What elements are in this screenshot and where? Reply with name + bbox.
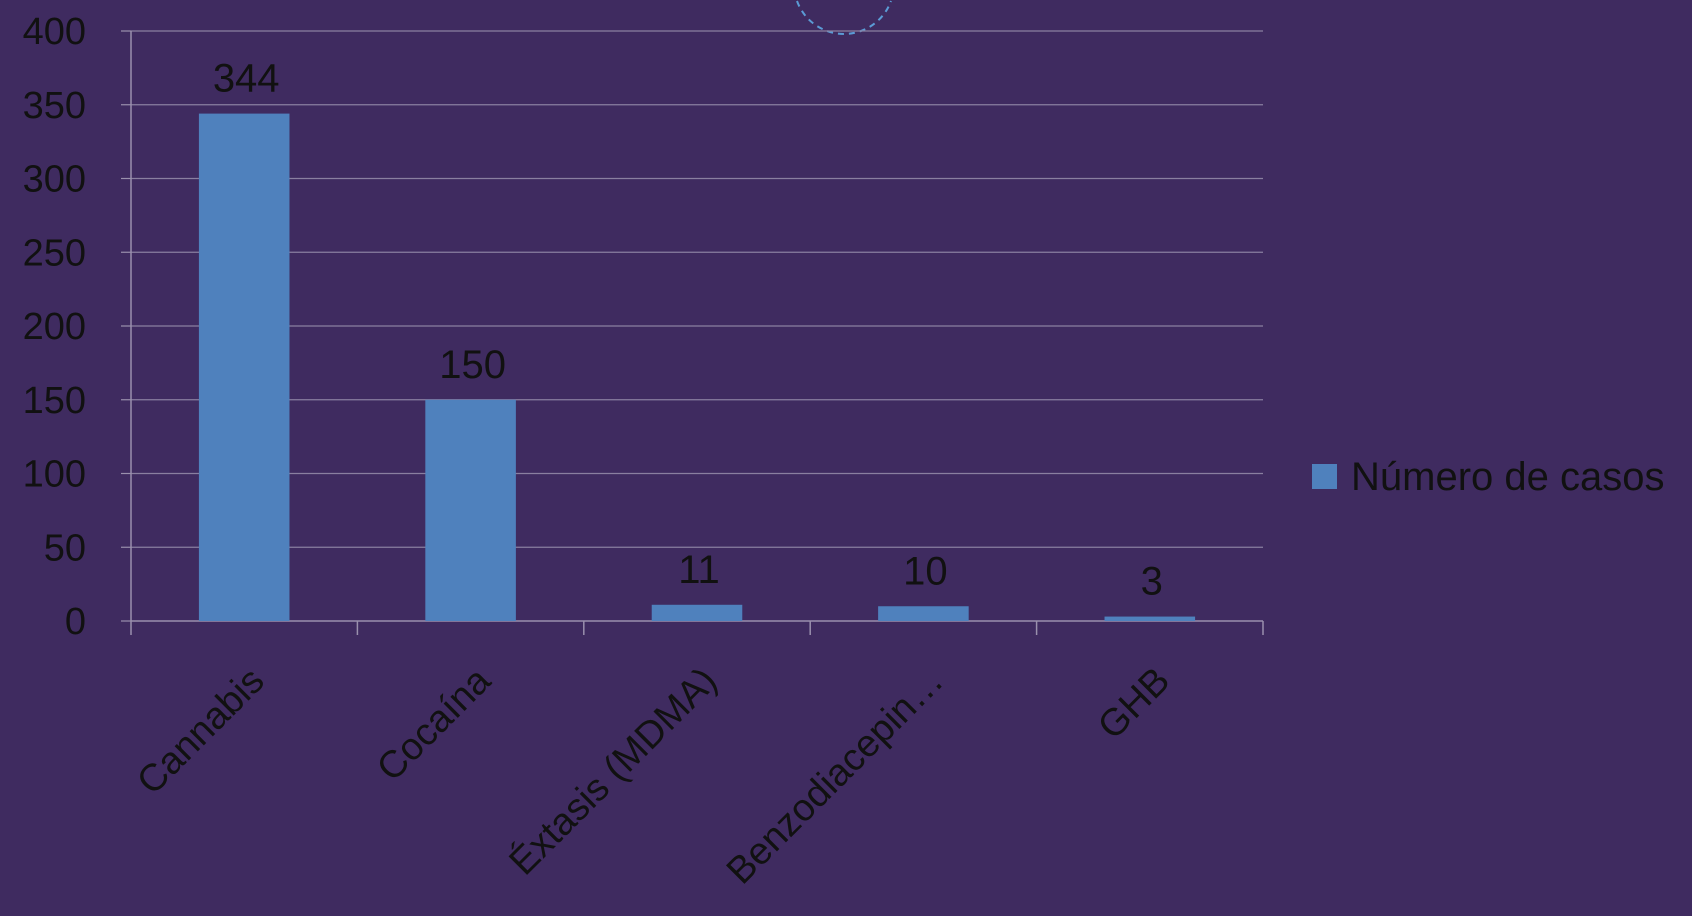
gridlines xyxy=(131,30,1263,548)
legend-swatch xyxy=(1312,464,1337,489)
data-labels: 344 150 11 10 3 xyxy=(213,57,1163,604)
bar xyxy=(1104,616,1196,621)
data-label: 344 xyxy=(213,57,280,101)
y-tick-label: 400 xyxy=(23,11,86,53)
x-tick-label: GHB xyxy=(1090,660,1178,748)
bar xyxy=(651,604,743,621)
data-label: 11 xyxy=(678,548,720,592)
y-tick-label: 350 xyxy=(23,85,86,127)
y-tick-label: 300 xyxy=(23,159,86,201)
decorative-dashed-arc xyxy=(796,0,892,35)
y-tick-label: 250 xyxy=(23,232,86,274)
data-label: 3 xyxy=(1141,560,1163,604)
legend-label: Número de casos xyxy=(1351,455,1664,499)
x-tick-label: Benzodiacepin… xyxy=(719,660,952,893)
bar xyxy=(198,113,290,621)
y-tick-label: 50 xyxy=(44,527,86,569)
x-tick-labels: Cannabis Cocaína Éxtasis (MDMA)Benzodiacep… xyxy=(129,659,1178,893)
data-label: 10 xyxy=(903,549,948,593)
y-tick-label: 200 xyxy=(23,306,86,348)
x-tick-label: Cannabis xyxy=(129,660,272,803)
y-tick-label: 100 xyxy=(23,454,86,496)
bar xyxy=(425,399,516,621)
bar xyxy=(878,606,969,621)
x-tick-label: Cocaína xyxy=(369,659,499,789)
x-tick-label: Éxtasis (MDMA) xyxy=(501,659,725,883)
y-tick-label: 150 xyxy=(23,380,86,422)
bars xyxy=(198,113,1196,621)
y-tick-label: 0 xyxy=(65,601,86,643)
axes xyxy=(121,30,1264,635)
data-label: 150 xyxy=(439,343,506,387)
legend: Número de casos xyxy=(1312,455,1664,499)
y-tick-labels: 0 50 100 150 200 250 300 350 400 xyxy=(23,11,86,643)
